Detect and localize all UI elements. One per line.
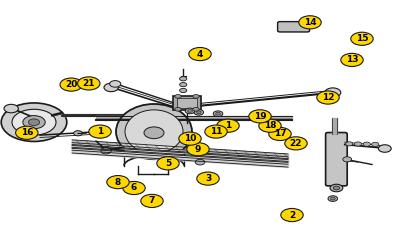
- Circle shape: [341, 53, 363, 67]
- FancyBboxPatch shape: [177, 98, 197, 108]
- Circle shape: [196, 111, 201, 114]
- Circle shape: [325, 88, 341, 97]
- Circle shape: [104, 83, 118, 92]
- Text: 13: 13: [346, 55, 358, 64]
- Circle shape: [317, 91, 339, 104]
- Text: 9: 9: [195, 145, 201, 154]
- Circle shape: [60, 78, 82, 91]
- Circle shape: [378, 145, 391, 152]
- Text: 4: 4: [197, 50, 203, 59]
- Circle shape: [351, 32, 373, 45]
- Ellipse shape: [125, 110, 183, 153]
- Circle shape: [330, 197, 335, 200]
- Circle shape: [23, 116, 45, 129]
- Text: 11: 11: [210, 127, 222, 136]
- Text: 16: 16: [20, 128, 33, 137]
- Circle shape: [187, 143, 209, 156]
- Circle shape: [354, 142, 362, 146]
- Circle shape: [180, 88, 187, 93]
- Text: 8: 8: [115, 178, 121, 187]
- Text: 21: 21: [82, 79, 95, 88]
- Circle shape: [157, 157, 179, 170]
- Circle shape: [180, 82, 187, 87]
- Circle shape: [101, 148, 111, 154]
- Circle shape: [205, 125, 227, 138]
- Circle shape: [28, 119, 40, 125]
- Circle shape: [78, 77, 100, 90]
- Circle shape: [185, 108, 195, 114]
- Circle shape: [343, 157, 352, 162]
- Circle shape: [12, 109, 56, 135]
- Circle shape: [281, 208, 303, 222]
- Circle shape: [216, 112, 220, 115]
- Text: 5: 5: [165, 159, 171, 168]
- Text: 2: 2: [289, 211, 295, 219]
- Text: 20: 20: [65, 80, 77, 89]
- Circle shape: [89, 125, 111, 138]
- Circle shape: [74, 131, 82, 136]
- Circle shape: [269, 127, 291, 141]
- Circle shape: [193, 94, 199, 98]
- Text: 1: 1: [225, 121, 231, 130]
- Circle shape: [372, 142, 379, 146]
- Circle shape: [107, 176, 129, 189]
- Circle shape: [330, 184, 343, 192]
- Circle shape: [188, 110, 192, 112]
- Circle shape: [363, 142, 370, 146]
- Circle shape: [175, 94, 181, 98]
- Text: 1: 1: [97, 127, 103, 136]
- Text: 12: 12: [322, 93, 334, 102]
- Circle shape: [195, 159, 205, 165]
- Circle shape: [333, 186, 340, 190]
- Text: 6: 6: [131, 184, 137, 192]
- Circle shape: [328, 196, 338, 201]
- Text: 14: 14: [304, 18, 316, 27]
- Circle shape: [217, 119, 239, 132]
- Circle shape: [213, 111, 223, 117]
- Text: 15: 15: [356, 34, 368, 43]
- Text: 3: 3: [205, 174, 211, 183]
- Circle shape: [180, 77, 187, 81]
- Circle shape: [110, 81, 121, 87]
- Circle shape: [197, 172, 219, 185]
- Circle shape: [4, 104, 18, 113]
- Circle shape: [249, 110, 271, 123]
- Circle shape: [179, 132, 201, 145]
- Text: 10: 10: [184, 134, 196, 143]
- Circle shape: [259, 119, 281, 132]
- Text: 22: 22: [290, 139, 302, 148]
- Circle shape: [194, 110, 204, 115]
- Circle shape: [175, 107, 181, 111]
- Circle shape: [141, 194, 163, 208]
- Text: 19: 19: [254, 112, 266, 121]
- Circle shape: [285, 137, 307, 150]
- FancyBboxPatch shape: [173, 96, 201, 110]
- Text: 17: 17: [274, 129, 286, 138]
- Text: 18: 18: [264, 121, 276, 130]
- Circle shape: [193, 107, 199, 111]
- Circle shape: [144, 127, 164, 139]
- Circle shape: [123, 181, 145, 195]
- Circle shape: [1, 103, 67, 141]
- FancyBboxPatch shape: [278, 22, 310, 32]
- Ellipse shape: [116, 104, 192, 159]
- Circle shape: [189, 47, 211, 61]
- Circle shape: [346, 142, 353, 146]
- FancyBboxPatch shape: [326, 133, 347, 186]
- Circle shape: [299, 16, 321, 29]
- Circle shape: [16, 126, 38, 139]
- Text: 7: 7: [149, 196, 155, 205]
